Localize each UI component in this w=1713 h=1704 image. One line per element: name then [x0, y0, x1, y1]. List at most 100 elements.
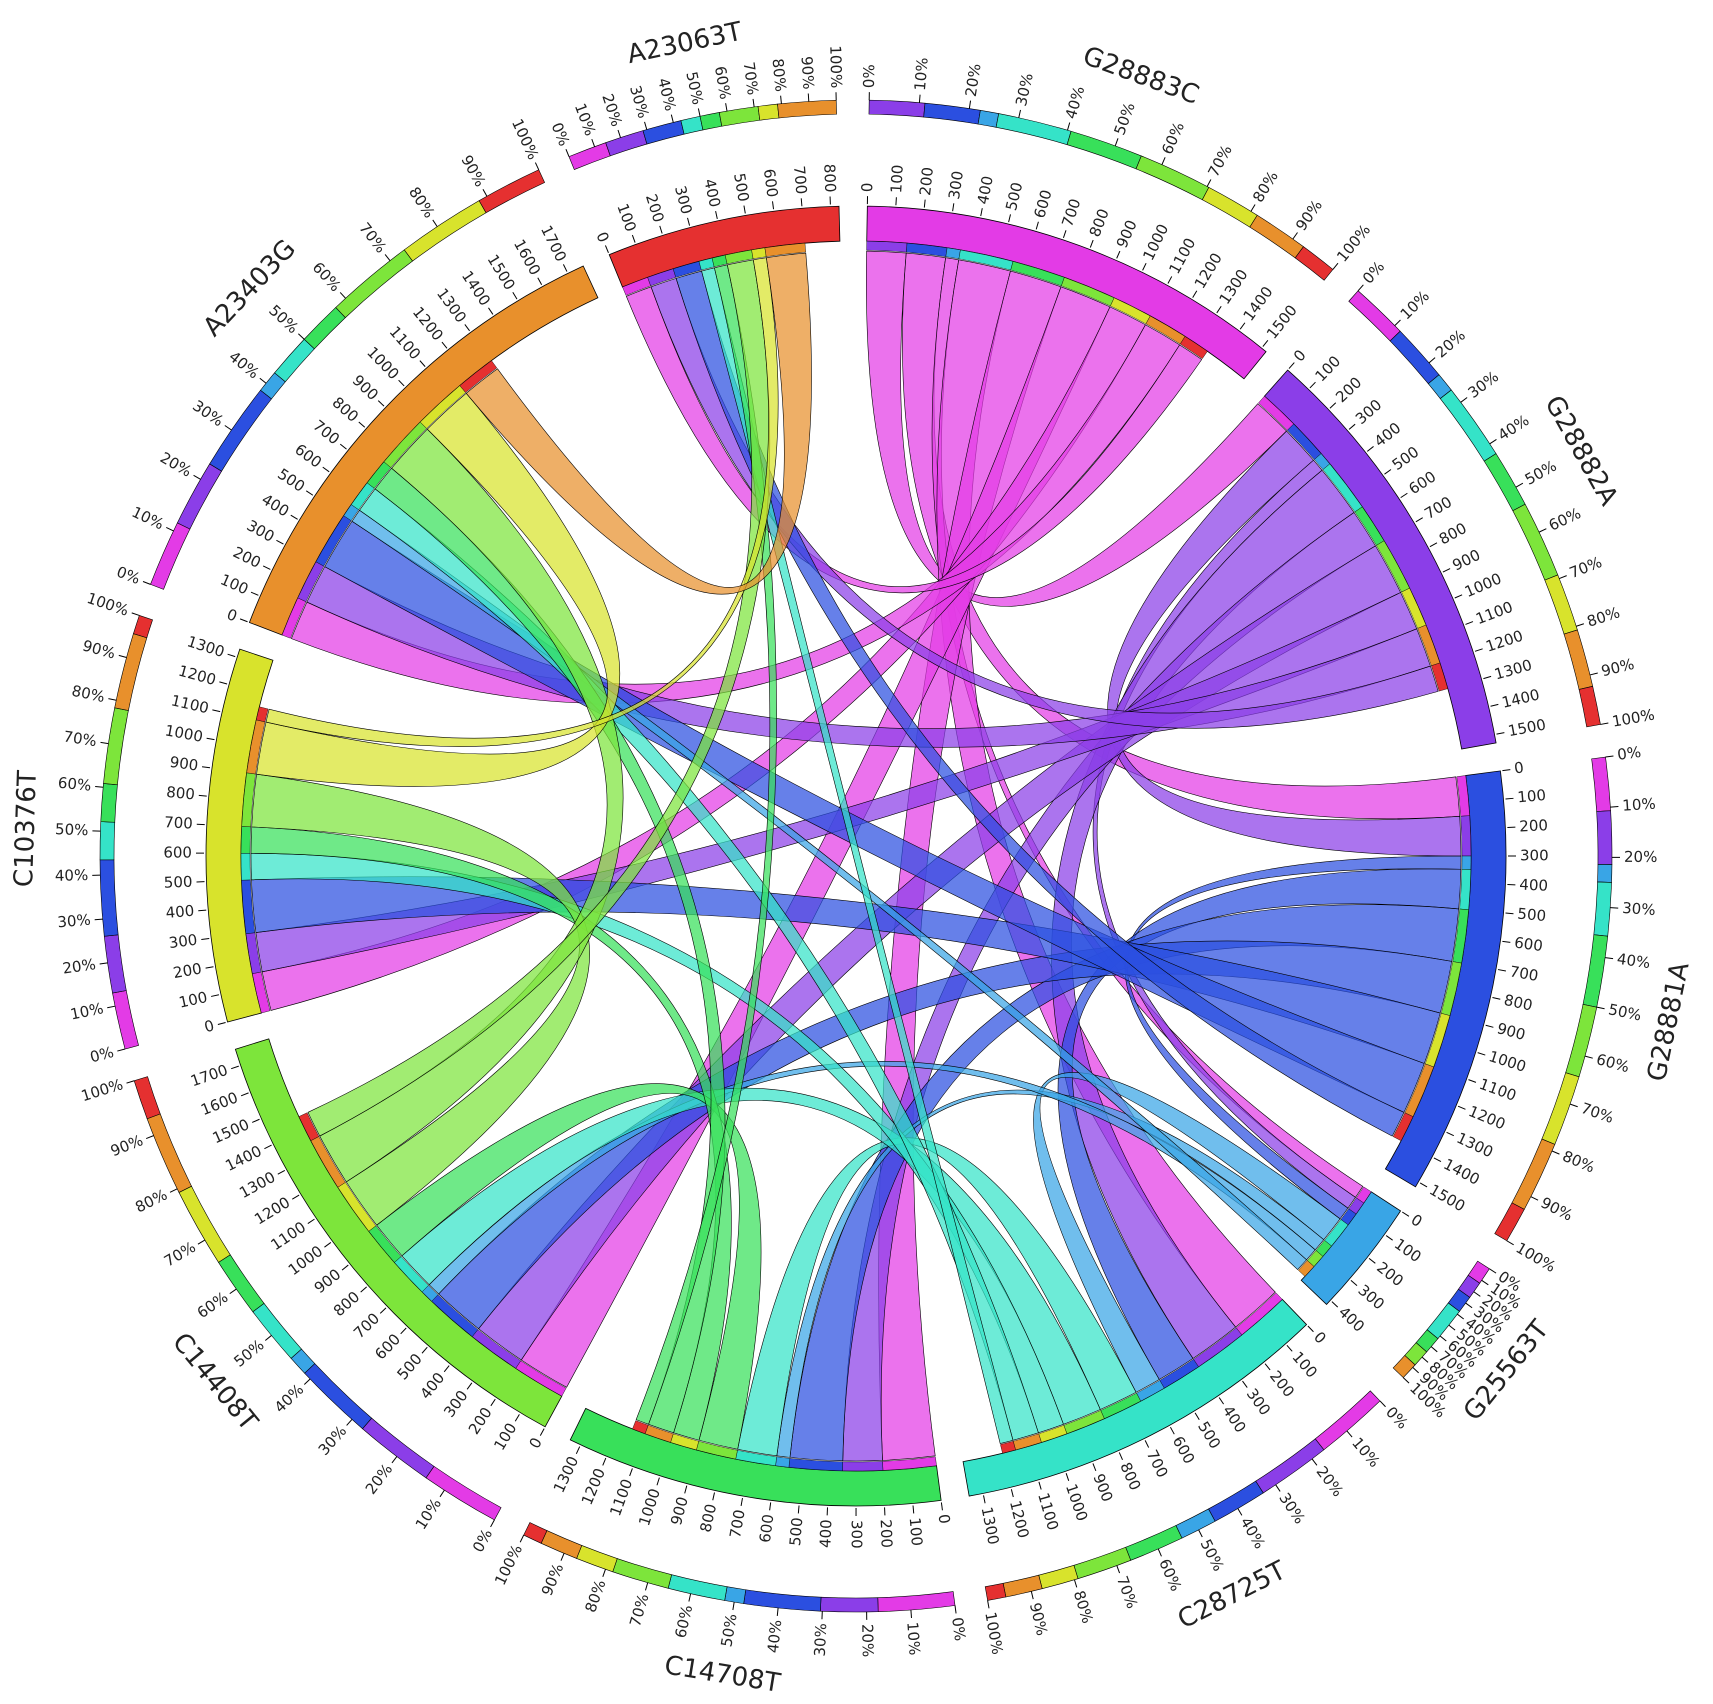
percent-tick	[1530, 1196, 1539, 1201]
tick	[1309, 381, 1316, 389]
tick	[575, 1446, 581, 1455]
tick-label: 400	[416, 1369, 448, 1403]
percent-tick-label: 30%	[1275, 1490, 1308, 1528]
segment-strip	[1461, 855, 1472, 870]
tick-label: 1200	[1483, 627, 1525, 656]
percent-tick-label: 100%	[85, 589, 131, 620]
percent-tick	[118, 654, 127, 658]
ribbon	[675, 270, 1405, 1137]
percent-tick-label: 10%	[1348, 1434, 1383, 1471]
percent-tick-label: 60%	[57, 774, 92, 795]
percent-bar	[820, 1596, 879, 1613]
percent-bar	[1066, 130, 1142, 170]
percent-tick-label: 30%	[626, 83, 653, 120]
tick-label: 500	[786, 1517, 806, 1547]
percent-tick	[1412, 1367, 1419, 1374]
tick	[1400, 492, 1408, 499]
percent-tick	[918, 94, 921, 103]
segment-strip	[945, 247, 961, 260]
tick	[1008, 214, 1011, 223]
percent-tick	[384, 254, 391, 261]
percent-tick-label: 50%	[55, 820, 89, 839]
ribbon	[650, 277, 1439, 729]
tick-label: 400	[1519, 876, 1548, 895]
tick	[231, 1065, 239, 1070]
tick	[602, 1457, 607, 1466]
tick-label: 300	[168, 931, 199, 952]
percent-tick	[644, 121, 648, 130]
segment-name: G28882A	[1538, 391, 1623, 511]
tick	[980, 208, 983, 217]
tick	[1348, 423, 1356, 430]
percent-bar	[103, 707, 129, 786]
percent-tick-label: 90%	[1599, 655, 1636, 680]
tick-label: 600	[1169, 1433, 1199, 1467]
ribbon	[256, 392, 621, 787]
percent-tick	[1489, 1268, 1497, 1274]
percent-tick	[1489, 439, 1497, 445]
percent-tick	[1605, 957, 1614, 960]
tick	[219, 681, 228, 685]
percent-tick-label: 90%	[797, 56, 817, 90]
tick-label: 800	[1116, 1460, 1144, 1493]
percent-bar	[540, 1530, 583, 1559]
percent-bar	[1125, 1525, 1183, 1561]
tick-label: 100	[1517, 786, 1547, 806]
percent-tick	[1538, 528, 1547, 533]
percent-tick	[1311, 1458, 1318, 1466]
percent-tick-label: 20%	[1432, 326, 1469, 361]
percent-bar	[1038, 1564, 1079, 1590]
percent-tick-label: 20%	[61, 955, 97, 978]
percent-tick	[117, 1048, 126, 1052]
percent-tick-label: 60%	[1158, 119, 1188, 157]
segment-strip	[1460, 815, 1472, 857]
tick	[684, 1485, 688, 1494]
tick-label: 1100	[606, 1476, 636, 1518]
percent-tick	[1018, 109, 1021, 118]
tick-label: 200	[916, 166, 937, 196]
tick	[1477, 1052, 1486, 1056]
segment-strip	[298, 1112, 320, 1141]
tick	[1485, 1024, 1494, 1028]
percent-bar	[718, 106, 761, 127]
percent-tick	[1576, 623, 1585, 627]
tick-label: 900	[1113, 217, 1141, 250]
percent-tick-label: 80%	[70, 682, 106, 706]
percent-bar	[1348, 290, 1401, 342]
percent-tick-label: 30%	[811, 1623, 830, 1657]
tick-label: 1500	[1426, 1181, 1468, 1216]
percent-tick-label: 20%	[157, 449, 195, 481]
percent-tick	[145, 1135, 154, 1140]
percent-tick-label: 50%	[682, 70, 706, 106]
tick	[1218, 1397, 1225, 1405]
tick-label: 900	[169, 753, 200, 775]
tick-label: 700	[790, 165, 810, 195]
percent-bar	[112, 990, 139, 1050]
tick	[1089, 239, 1094, 248]
percent-tick	[910, 1609, 912, 1619]
percent-tick	[954, 1605, 957, 1614]
percent-tick-label: 20%	[598, 92, 625, 129]
tick-label: 400	[1371, 419, 1405, 451]
tick	[1457, 1105, 1466, 1110]
percent-bar	[99, 821, 116, 861]
percent-tick	[169, 1188, 178, 1193]
percent-tick	[1357, 284, 1364, 292]
tick-label: 1100	[1034, 1491, 1062, 1533]
percent-tick-label: 40%	[271, 1380, 308, 1416]
tick	[1262, 339, 1269, 347]
tick	[656, 1477, 660, 1486]
percent-tick-label: 100%	[1333, 221, 1374, 266]
percent-bar	[99, 859, 119, 937]
percent-tick-label: 50%	[230, 1336, 267, 1371]
tick	[769, 1502, 772, 1511]
percent-tick	[1569, 1103, 1578, 1108]
tick-label: 1300	[433, 285, 470, 326]
tick-label: 1500	[210, 1115, 252, 1147]
tick	[201, 938, 210, 941]
links	[250, 250, 1462, 1462]
tick	[1429, 542, 1438, 548]
tick	[360, 1286, 367, 1293]
percent-bar	[724, 1586, 747, 1604]
percent-tick	[1430, 1346, 1438, 1353]
